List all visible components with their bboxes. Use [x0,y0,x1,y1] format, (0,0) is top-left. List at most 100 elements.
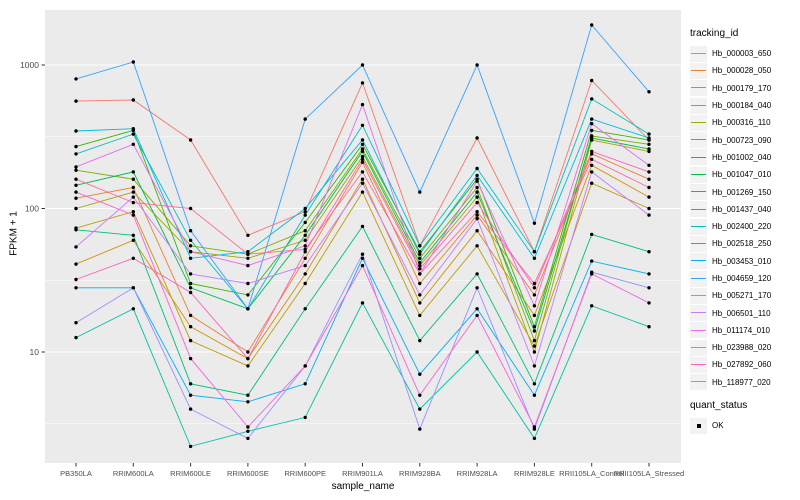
legend-item-label: Hb_001047_010 [712,170,772,180]
svg-text:RRIM928BA: RRIM928BA [399,469,441,478]
svg-text:1000: 1000 [20,60,39,70]
legend-item-label: Hb_001269_150 [712,187,772,197]
legend-item-Hb_004659_120: Hb_004659_120 [690,270,798,287]
legend-key-line-icon [691,329,706,331]
axis-ticks [41,64,650,467]
legend-item-Hb_003453_010: Hb_003453_010 [690,253,798,270]
legend-key-line-icon [691,277,706,279]
svg-text:100: 100 [25,204,39,214]
legend-key [690,45,707,62]
legend-key [690,149,707,166]
legend-items: Hb_000003_650 Hb_000028_050 Hb_000179_170 H… [690,45,798,391]
legend-item-label: Hb_118977_020 [712,377,771,387]
legend-item-Hb_011174_010: Hb_011174_010 [690,322,798,339]
svg-text:RRIM600PE: RRIM600PE [284,469,326,478]
legend-item-label: Hb_000003_650 [712,49,772,59]
svg-text:RRII105LA_Stressed: RRII105LA_Stressed [614,469,684,478]
legend-key-line-icon [691,156,706,158]
svg-text:RRIM600LE: RRIM600LE [170,469,211,478]
svg-text:PB350LA: PB350LA [60,469,92,478]
legend-item-label: Hb_001002_040 [712,152,772,162]
legend-key-line-icon [691,295,706,296]
legend-key [690,356,707,373]
legend-item-Hb_005271_170: Hb_005271_170 [690,287,798,304]
svg-text:RRIM928LA: RRIM928LA [457,469,498,478]
legend-item-Hb_027892_060: Hb_027892_060 [690,356,798,373]
legend-item-Hb_000003_650: Hb_000003_650 [690,45,798,62]
legend-key-line-icon [691,52,706,54]
legend-item-label: OK [712,421,724,431]
legend-key [690,201,707,218]
legend-item-label: Hb_000316_110 [712,118,771,128]
legend-item-label: Hb_000184_040 [712,101,772,111]
svg-text:RRIM928LE: RRIM928LE [514,469,555,478]
panel-background [45,10,681,463]
legend-item-label: Hb_001437_040 [712,204,772,214]
legend-key [690,339,707,356]
legend-key-line-icon [691,87,706,89]
legend-item-label: Hb_004659_120 [712,274,772,283]
legend-item-label: Hb_005271_170 [712,291,772,301]
legend-key [690,287,707,304]
legend-key [690,62,707,79]
legend-key [690,132,707,149]
quant-legend-title: quant_status [690,400,748,411]
legend-item-Hb_002400_220: Hb_002400_220 [690,218,798,235]
legend-key-line-icon [691,243,706,245]
tracking-id-legend: tracking_id Hb_000003_650 Hb_000028_050 Hb… [690,28,798,391]
legend-title: tracking_id [690,28,739,39]
legend-item-label: Hb_023988_020 [712,343,772,353]
legend-item-Hb_000028_050: Hb_000028_050 [690,62,798,79]
legend-key [690,97,707,114]
legend-key [690,80,707,97]
legend-key [690,253,707,270]
legend-key [690,322,707,339]
svg-text:RRIM600SE: RRIM600SE [227,469,269,478]
legend-item-label: Hb_006501_110 [712,308,771,318]
legend-key-line-icon [691,364,706,366]
legend-item-Hb_023988_020: Hb_023988_020 [690,339,798,356]
legend-key-line-icon [691,70,706,72]
legend-item-Hb_001047_010: Hb_001047_010 [690,166,798,183]
legend-key-line-icon [691,260,706,262]
legend-key [690,114,707,131]
legend-item-Hb_118977_020: Hb_118977_020 [690,374,798,391]
svg-text:RRII105LA_Control: RRII105LA_Control [559,469,624,478]
legend-item-Hb_001437_040: Hb_001437_040 [690,201,798,218]
legend-key [690,166,707,183]
legend-key [690,374,707,391]
legend-item-Hb_001269_150: Hb_001269_150 [690,183,798,201]
legend-key-line-icon [691,208,706,210]
point-icon [696,423,701,428]
legend-key [690,417,707,434]
legend-key-line-icon [691,173,706,175]
legend-key [690,184,707,201]
legend-key-line-icon [691,104,706,106]
svg-text:RRIM600LA: RRIM600LA [113,469,154,478]
quant-status-legend: quant_status OK [690,400,798,434]
legend-item-label: Hb_000179_170 [712,83,772,93]
legend-key [690,270,707,287]
legend-item-Hb_000179_170: Hb_000179_170 [690,80,798,97]
legend-item-label: Hb_002518_250 [712,239,772,249]
legend-item-label: Hb_000723_090 [712,135,772,145]
y-axis-title: FPKM + 1 [8,211,20,256]
legend-key-line-icon [691,191,706,193]
tick-labels: 10 100 1000 PB350LA RRIM600LA RRIM600LE RRIM60… [20,60,684,478]
legend-item-Hb_006501_110: Hb_006501_110 [690,304,798,322]
legend-key [690,235,707,252]
legend-key-line-icon [691,122,706,124]
legend-item-label: Hb_027892_060 [712,360,772,370]
legend-item-Hb_000184_040: Hb_000184_040 [690,97,798,114]
legend-item-Hb_000316_110: Hb_000316_110 [690,114,798,131]
legend-item-label: Hb_003453_010 [712,256,772,266]
legend-item-Hb_000723_090: Hb_000723_090 [690,131,798,149]
svg-text:RRIM901LA: RRIM901LA [342,469,383,478]
svg-text:10: 10 [30,347,40,357]
legend-item-ok: OK [690,417,798,434]
legend-item-Hb_001002_040: Hb_001002_040 [690,149,798,166]
legend-item-Hb_002518_250: Hb_002518_250 [690,235,798,252]
legend-item-label: Hb_000028_050 [712,66,772,76]
legend-key-line-icon [691,225,706,227]
